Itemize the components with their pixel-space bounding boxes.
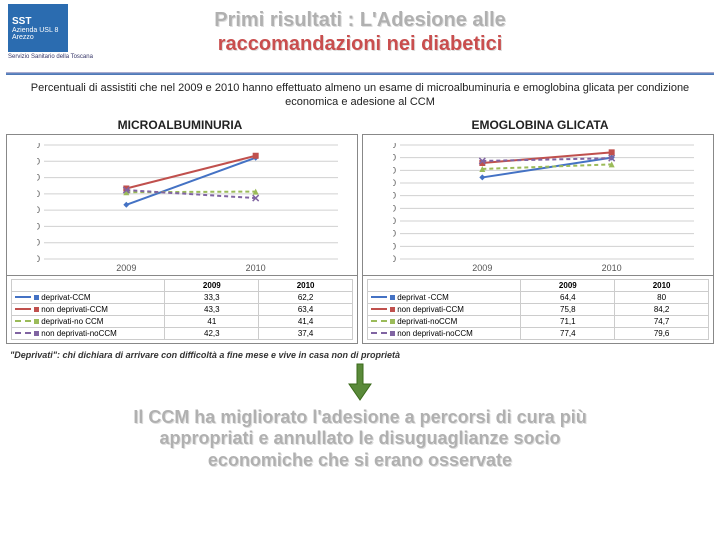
svg-text:2010: 2010 bbox=[602, 263, 622, 273]
conclusion: Il CCM ha migliorato l'adesione a percor… bbox=[0, 407, 720, 472]
chart-left-legend: 20092010 deprivat-CCM33,362,2 non depriv… bbox=[7, 275, 357, 343]
svg-text:2009: 2009 bbox=[116, 263, 136, 273]
conclusion-l1: Il CCM ha migliorato l'adesione a percor… bbox=[133, 407, 586, 427]
page-title: Primi risultati : L'Adesione alle raccom… bbox=[0, 0, 720, 56]
logo-org: Azienda USL 8 Arezzo bbox=[12, 27, 64, 41]
svg-text:70: 70 bbox=[37, 143, 40, 150]
svg-text:0: 0 bbox=[393, 254, 396, 264]
svg-text:40: 40 bbox=[37, 188, 40, 198]
chart-titles-row: MICROALBUMINURIA EMOGLOBINA GLICATA bbox=[0, 116, 720, 134]
svg-text:30: 30 bbox=[393, 216, 396, 226]
svg-text:60: 60 bbox=[37, 156, 40, 166]
logo-sst: SST Azienda USL 8 Arezzo bbox=[8, 4, 68, 52]
title-line2: raccomandazioni nei diabetici bbox=[218, 33, 503, 55]
svg-text:10: 10 bbox=[37, 237, 40, 247]
svg-text:70: 70 bbox=[393, 165, 396, 175]
svg-text:2010: 2010 bbox=[246, 263, 266, 273]
charts-row: 01020304050607020092010 20092010 depriva… bbox=[0, 134, 720, 344]
svg-text:2009: 2009 bbox=[472, 263, 492, 273]
svg-text:10: 10 bbox=[393, 241, 396, 251]
chart-microalbuminuria: 0 10 20 30 40 50 60 70 2009 2010 20092010 depriva… bbox=[6, 134, 358, 344]
conclusion-l3: economiche che si erano osservate bbox=[208, 450, 512, 470]
subtitle-text: Percentuali di assistiti che nel 2009 e … bbox=[0, 79, 720, 116]
svg-text:60: 60 bbox=[393, 178, 396, 188]
footnote: "Deprivati": chi dichiara di arrivare co… bbox=[0, 344, 720, 362]
chart-left-plot: 0 10 20 30 40 50 60 70 2009 2010 bbox=[37, 143, 351, 273]
chart-emoglobina: 0 10 20 30 40 50 60 70 80 90 2009 2010 20092010 dep… bbox=[362, 134, 714, 344]
title-line1: Primi risultati : L'Adesione alle bbox=[214, 9, 506, 31]
chart-title-right: EMOGLOBINA GLICATA bbox=[360, 116, 720, 134]
svg-text:50: 50 bbox=[393, 190, 396, 200]
svg-text:30: 30 bbox=[37, 205, 40, 215]
svg-text:20: 20 bbox=[37, 221, 40, 231]
logo-sst-text: SST bbox=[12, 16, 64, 27]
conclusion-l2: appropriati e annullato le disuguaglianz… bbox=[159, 428, 560, 448]
logo-subtitle: Servizio Sanitario della Toscana bbox=[8, 54, 93, 60]
down-arrow bbox=[0, 362, 720, 407]
header: SST Azienda USL 8 Arezzo Servizio Sanita… bbox=[0, 0, 720, 72]
chart-right-plot: 0 10 20 30 40 50 60 70 80 90 2009 2010 bbox=[393, 143, 707, 273]
svg-text:40: 40 bbox=[393, 203, 396, 213]
svg-text:50: 50 bbox=[37, 172, 40, 182]
svg-text:0: 0 bbox=[37, 254, 40, 264]
svg-text:80: 80 bbox=[393, 152, 396, 162]
chart-right-legend: 20092010 deprivat -CCM64,480 non depriva… bbox=[363, 275, 713, 343]
header-rule bbox=[6, 72, 714, 75]
chart-title-left: MICROALBUMINURIA bbox=[0, 116, 360, 134]
svg-text:90: 90 bbox=[393, 143, 396, 150]
svg-text:20: 20 bbox=[393, 228, 396, 238]
